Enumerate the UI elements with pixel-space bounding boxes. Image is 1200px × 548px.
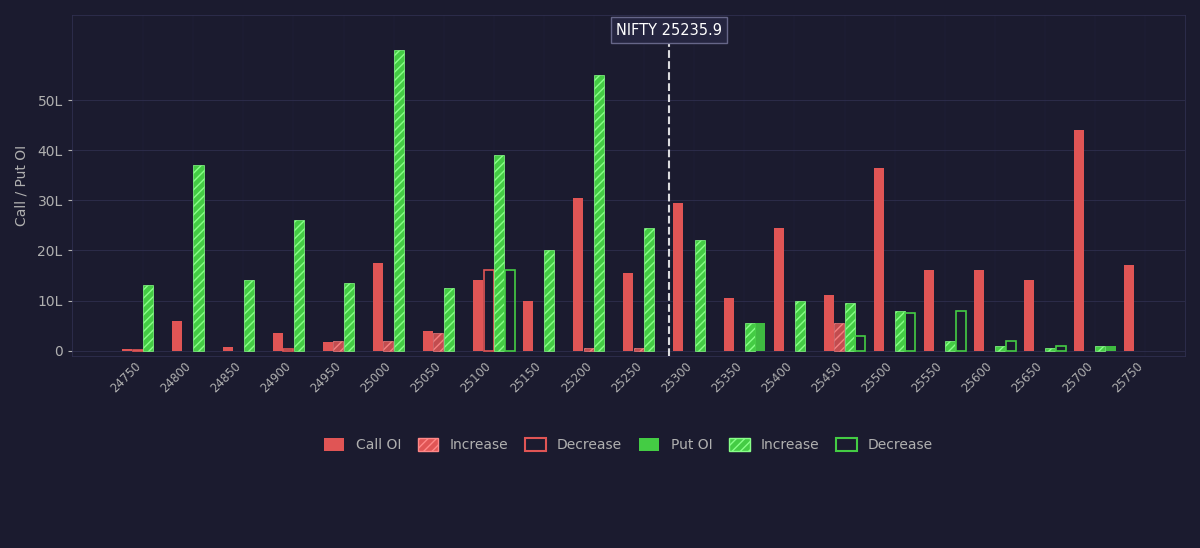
Bar bbox=[845, 303, 854, 351]
Bar bbox=[122, 349, 132, 351]
Bar bbox=[644, 228, 654, 351]
Bar bbox=[745, 323, 755, 351]
Bar bbox=[724, 298, 733, 351]
Bar bbox=[323, 341, 332, 351]
Bar bbox=[334, 340, 343, 351]
Bar bbox=[755, 323, 766, 351]
Legend: Call OI, Increase, Decrease, Put OI, Increase, Decrease: Call OI, Increase, Decrease, Put OI, Inc… bbox=[318, 432, 938, 458]
Bar bbox=[995, 346, 1006, 351]
Bar bbox=[946, 340, 955, 351]
Bar bbox=[283, 349, 293, 351]
Bar bbox=[583, 348, 594, 351]
Bar bbox=[974, 271, 984, 351]
Bar bbox=[244, 281, 253, 351]
Bar bbox=[294, 220, 304, 351]
Bar bbox=[173, 321, 182, 351]
Bar bbox=[383, 340, 394, 351]
Bar bbox=[373, 263, 383, 351]
Bar bbox=[1106, 346, 1116, 351]
Bar bbox=[494, 155, 504, 351]
Bar bbox=[193, 165, 204, 351]
Bar bbox=[1074, 130, 1085, 351]
Bar bbox=[856, 335, 865, 351]
Bar bbox=[924, 271, 934, 351]
Bar bbox=[422, 330, 433, 351]
Bar bbox=[444, 288, 454, 351]
Text: NIFTY 25235.9: NIFTY 25235.9 bbox=[617, 22, 722, 37]
Bar bbox=[955, 311, 966, 351]
Bar bbox=[1006, 340, 1015, 351]
Bar bbox=[544, 250, 554, 351]
Bar bbox=[343, 283, 354, 351]
Y-axis label: Call / Put OI: Call / Put OI bbox=[14, 145, 29, 226]
Bar bbox=[774, 228, 784, 351]
Bar bbox=[834, 323, 845, 351]
Bar bbox=[473, 281, 484, 351]
Bar bbox=[623, 273, 634, 351]
Bar bbox=[1096, 346, 1105, 351]
Bar bbox=[143, 286, 154, 351]
Bar bbox=[433, 333, 444, 351]
Bar bbox=[874, 168, 884, 351]
Bar bbox=[272, 333, 283, 351]
Bar bbox=[523, 300, 533, 351]
Bar bbox=[906, 313, 916, 351]
Bar bbox=[484, 271, 493, 351]
Bar bbox=[1124, 265, 1134, 351]
Bar bbox=[1024, 281, 1034, 351]
Bar bbox=[895, 311, 905, 351]
Bar bbox=[394, 50, 404, 351]
Bar bbox=[222, 346, 233, 351]
Bar bbox=[673, 203, 684, 351]
Bar bbox=[1056, 346, 1066, 351]
Bar bbox=[634, 348, 644, 351]
Bar bbox=[594, 75, 605, 351]
Bar bbox=[574, 198, 583, 351]
Bar bbox=[794, 300, 805, 351]
Bar bbox=[505, 271, 515, 351]
Bar bbox=[823, 295, 834, 351]
Bar bbox=[1045, 348, 1055, 351]
Bar bbox=[133, 350, 143, 351]
Bar bbox=[695, 241, 704, 351]
